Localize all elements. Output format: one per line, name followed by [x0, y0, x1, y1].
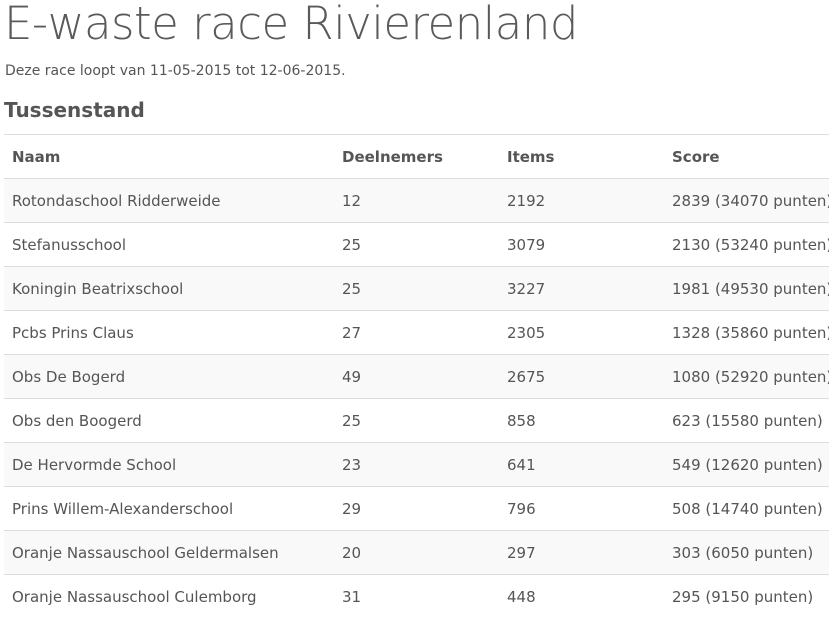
cell-score: 2130 (53240 punten) — [664, 222, 829, 267]
cell-naam: Rotondaschool Ridderweide — [4, 178, 334, 223]
table-row: Rotondaschool Ridderweide 12 2192 2839 (… — [4, 178, 829, 223]
cell-score: 508 (14740 punten) — [664, 486, 829, 531]
cell-items: 2192 — [499, 178, 664, 223]
cell-score: 295 (9150 punten) — [664, 574, 829, 618]
cell-naam: Oranje Nassauschool Culemborg — [4, 574, 334, 618]
table-row: Pcbs Prins Claus 27 2305 1328 (35860 pun… — [4, 310, 829, 355]
cell-deelnemers: 25 — [334, 266, 499, 311]
cell-naam: Prins Willem-Alexanderschool — [4, 486, 334, 531]
cell-naam: Koningin Beatrixschool — [4, 266, 334, 311]
cell-deelnemers: 27 — [334, 310, 499, 355]
cell-naam: Oranje Nassauschool Geldermalsen — [4, 530, 334, 575]
page-title: E-waste race Rivierenland — [4, 0, 578, 50]
cell-score: 549 (12620 punten) — [664, 442, 829, 487]
cell-naam: Pcbs Prins Claus — [4, 310, 334, 355]
table-row: Stefanusschool 25 3079 2130 (53240 punte… — [4, 222, 829, 267]
cell-deelnemers: 20 — [334, 530, 499, 575]
cell-naam: De Hervormde School — [4, 442, 334, 487]
column-header-deelnemers: Deelnemers — [334, 134, 499, 179]
cell-naam: Obs den Boogerd — [4, 398, 334, 443]
cell-items: 796 — [499, 486, 664, 531]
table-row: Obs den Boogerd 25 858 623 (15580 punten… — [4, 398, 829, 443]
cell-items: 3227 — [499, 266, 664, 311]
standings-table: Naam Deelnemers Items Score Rotondaschoo… — [4, 134, 829, 618]
cell-score: 2839 (34070 punten) — [664, 178, 829, 223]
cell-deelnemers: 49 — [334, 354, 499, 399]
cell-items: 641 — [499, 442, 664, 487]
race-period-text: Deze race loopt van 11-05-2015 tot 12-06… — [5, 63, 346, 79]
table-header-row: Naam Deelnemers Items Score — [4, 134, 829, 179]
cell-deelnemers: 12 — [334, 178, 499, 223]
column-header-items: Items — [499, 134, 664, 179]
cell-items: 2675 — [499, 354, 664, 399]
cell-items: 297 — [499, 530, 664, 575]
table-row: De Hervormde School 23 641 549 (12620 pu… — [4, 442, 829, 487]
cell-deelnemers: 31 — [334, 574, 499, 618]
cell-deelnemers: 29 — [334, 486, 499, 531]
cell-deelnemers: 25 — [334, 398, 499, 443]
cell-score: 623 (15580 punten) — [664, 398, 829, 443]
cell-items: 2305 — [499, 310, 664, 355]
table-row: Oranje Nassauschool Geldermalsen 20 297 … — [4, 530, 829, 575]
cell-deelnemers: 25 — [334, 222, 499, 267]
cell-score: 1080 (52920 punten) — [664, 354, 829, 399]
cell-deelnemers: 23 — [334, 442, 499, 487]
cell-score: 303 (6050 punten) — [664, 530, 829, 575]
column-header-naam: Naam — [4, 134, 334, 179]
table-row: Obs De Bogerd 49 2675 1080 (52920 punten… — [4, 354, 829, 399]
cell-naam: Stefanusschool — [4, 222, 334, 267]
table-row: Oranje Nassauschool Culemborg 31 448 295… — [4, 574, 829, 618]
cell-score: 1981 (49530 punten) — [664, 266, 829, 311]
cell-items: 858 — [499, 398, 664, 443]
section-title-tussenstand: Tussenstand — [4, 98, 145, 122]
cell-items: 448 — [499, 574, 664, 618]
table-row: Koningin Beatrixschool 25 3227 1981 (495… — [4, 266, 829, 311]
cell-score: 1328 (35860 punten) — [664, 310, 829, 355]
cell-items: 3079 — [499, 222, 664, 267]
table-row: Prins Willem-Alexanderschool 29 796 508 … — [4, 486, 829, 531]
cell-naam: Obs De Bogerd — [4, 354, 334, 399]
column-header-score: Score — [664, 134, 829, 179]
